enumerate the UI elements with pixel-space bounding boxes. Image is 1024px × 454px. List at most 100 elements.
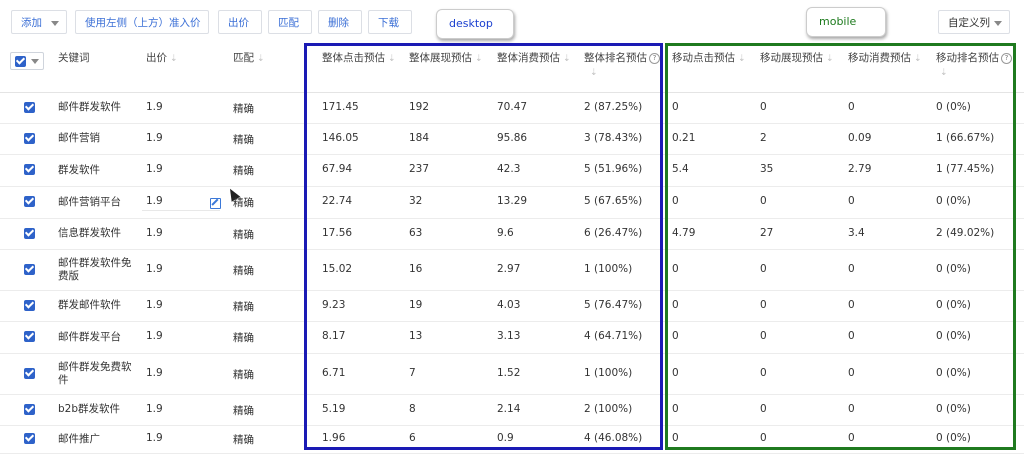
bid-button[interactable]: 出价 (218, 10, 262, 34)
mobile-rank-cell: 0 (0%) (936, 366, 971, 379)
table-row[interactable]: 群发软件 1.9 精确 67.94 237 42.3 5 (51.96%) 5.4 35 2.79… (0, 154, 1024, 187)
desktop-highlight-box (304, 43, 663, 450)
match-cell[interactable]: 精确 (233, 264, 254, 277)
bid-cell[interactable]: 1.9 (146, 131, 163, 144)
match-cell[interactable]: 精确 (233, 133, 254, 146)
keyword-line: 邮件营销 (58, 132, 100, 144)
row-checkbox[interactable] (24, 299, 35, 311)
edit-icon[interactable] (210, 198, 221, 209)
total-impressions-cell: 13 (409, 330, 423, 342)
custom-columns-dropdown[interactable]: 自定义列 (938, 10, 1010, 34)
checkbox-checked-icon (15, 56, 26, 67)
col-mobile-cost[interactable]: 移动消费预估 ⇣ (848, 50, 922, 65)
mobile-clicks-cell: 0.21 (672, 131, 696, 144)
sort-arrow-icon: ⇣ (257, 54, 265, 64)
row-checkbox[interactable] (24, 263, 35, 275)
table-row[interactable]: 邮件群发软件 1.9 精确 171.45 192 70.47 2 (87.25%) 0 0 0 0 … (0, 92, 1024, 124)
keyword-cell: 邮件群发软件 (58, 101, 121, 114)
bid-cell[interactable]: 1.9 (146, 262, 163, 275)
col-total-cost[interactable]: 整体消费预估 ⇣ (497, 50, 571, 65)
delete-button[interactable]: 删除 (318, 10, 362, 34)
col-total-rank[interactable]: 整体排名预估? (584, 50, 660, 65)
mobile-rank-cell: 0 (0%) (936, 298, 971, 311)
col-mobile-clicks[interactable]: 移动点击预估 ⇣ (672, 50, 746, 65)
row-checkbox[interactable] (24, 227, 35, 239)
match-cell[interactable]: 精确 (233, 197, 254, 209)
col-total-impressions[interactable]: 整体展现预估 ⇣ (409, 50, 483, 65)
total-clicks-cell: 1.96 (322, 432, 346, 444)
match-cell[interactable]: 精确 (233, 332, 254, 344)
add-dropdown-button[interactable]: 添加 (11, 10, 67, 34)
match-cell[interactable]: 精确 (233, 165, 254, 177)
total-cost-cell: 42.3 (497, 163, 521, 175)
bid-cell[interactable]: 1.9 (146, 226, 163, 239)
mobile-clicks-cell: 0 (672, 100, 679, 113)
col-mobile-impressions[interactable]: 移动展现预估 ⇣ (760, 50, 834, 65)
help-circle-icon[interactable]: ? (1001, 53, 1012, 64)
bid-cell[interactable]: 1.9 (146, 366, 163, 379)
row-checkbox[interactable] (24, 331, 35, 342)
mobile-rank-cell: 1 (66.67%) (936, 131, 995, 144)
keyword-line: 邮件群发软件免 (58, 256, 132, 269)
row-checkbox[interactable] (24, 433, 35, 444)
select-all-dropdown[interactable] (10, 52, 44, 70)
total-rank-cell: 4 (46.08%) (584, 432, 643, 444)
keyword-line: 件 (58, 373, 69, 386)
table-row[interactable]: 群发邮件软件 1.9 精确 9.23 19 4.03 5 (76.47%) 0 0 0 0 (0%) (0, 290, 1024, 322)
table-row[interactable]: b2b群发软件 1.9 精确 5.19 8 2.14 2 (100%) 0 0 0 0 (0%) (0, 394, 1024, 426)
match-cell[interactable]: 精确 (233, 228, 254, 241)
total-rank-cell: 5 (51.96%) (584, 163, 643, 175)
total-cost-cell: 2.97 (497, 262, 521, 275)
table-row[interactable]: 邮件群发免费软件 1.9 精确 6.71 7 1.52 1 (100%) 0 0 0 0 (0%) (0, 353, 1024, 395)
col-match[interactable]: 匹配 ⇣ (233, 50, 265, 65)
table-row[interactable]: 邮件营销平台 1.9 精确 22.74 32 13.29 5 (67.65%) 0 0 0 0 (0… (0, 186, 1024, 219)
bid-cell[interactable]: 1.9 (146, 195, 163, 207)
keyword-line: 群发软件 (58, 163, 100, 176)
mobile-clicks-cell: 4.79 (672, 226, 696, 239)
row-checkbox[interactable] (24, 164, 35, 175)
table-row[interactable]: 信息群发软件 1.9 精确 17.56 63 9.6 6 (26.47%) 4.79 27 3.4… (0, 218, 1024, 250)
bid-cell[interactable]: 1.9 (146, 100, 163, 113)
bid-cell[interactable]: 1.9 (146, 330, 163, 342)
table-row[interactable]: 邮件营销 1.9 精确 146.05 184 95.86 3 (78.43%) 0.21 2 0.… (0, 123, 1024, 155)
col-mobile-rank[interactable]: 移动排名预估? (936, 50, 1012, 65)
bid-cell[interactable]: 1.9 (146, 163, 163, 175)
match-cell[interactable]: 精确 (233, 404, 254, 417)
mobile-impressions-cell: 0 (760, 195, 767, 207)
mobile-impressions-cell: 35 (760, 163, 774, 175)
col-total-clicks[interactable]: 整体点击预估 ⇣ (322, 50, 396, 65)
total-rank-cell: 3 (78.43%) (584, 131, 643, 144)
keyword-line: 群发邮件软件 (58, 299, 121, 311)
download-button[interactable]: 下载 (368, 10, 412, 34)
row-checkbox[interactable] (24, 403, 35, 415)
total-rank-cell: 2 (87.25%) (584, 100, 643, 113)
total-clicks-cell: 146.05 (322, 131, 359, 144)
match-button[interactable]: 匹配 (268, 10, 312, 34)
use-left-price-button[interactable]: 使用左侧（上方）准入价 (75, 10, 209, 34)
mobile-cost-cell: 0 (848, 330, 855, 342)
row-checkbox[interactable] (24, 196, 35, 207)
bid-edit-field[interactable] (142, 194, 220, 211)
bid-cell[interactable]: 1.9 (146, 432, 163, 444)
table-row[interactable]: 邮件群发软件免 费版 1.9 精确 15.02 16 2.97 1 (100%) 0 0 0 0 (0… (0, 249, 1024, 291)
total-rank-cell: 5 (76.47%) (584, 298, 643, 311)
col-total-rank-label: 整体排名预估 (584, 52, 647, 64)
match-cell[interactable]: 精确 (233, 368, 254, 381)
mobile-clicks-cell: 0 (672, 330, 679, 342)
match-cell[interactable]: 精确 (233, 102, 254, 115)
col-bid[interactable]: 出价 ⇣ (146, 50, 178, 65)
row-checkbox[interactable] (24, 101, 35, 113)
match-cell[interactable]: 精确 (233, 300, 254, 313)
help-circle-icon[interactable]: ? (649, 53, 660, 64)
bid-cell[interactable]: 1.9 (146, 298, 163, 311)
match-cell[interactable]: 精确 (233, 434, 254, 446)
mobile-impressions-cell: 0 (760, 432, 767, 444)
mobile-cost-cell: 0 (848, 262, 855, 275)
row-checkbox[interactable] (24, 132, 35, 144)
chevron-down-icon (31, 59, 39, 64)
bid-cell[interactable]: 1.9 (146, 402, 163, 415)
table-row[interactable]: 邮件群发平台 1.9 精确 8.17 13 3.13 4 (64.71%) 0 0 0 0 (0%) (0, 321, 1024, 354)
col-match-label: 匹配 (233, 52, 254, 64)
row-checkbox[interactable] (24, 367, 35, 379)
col-keyword[interactable]: 关键词 (58, 50, 90, 65)
